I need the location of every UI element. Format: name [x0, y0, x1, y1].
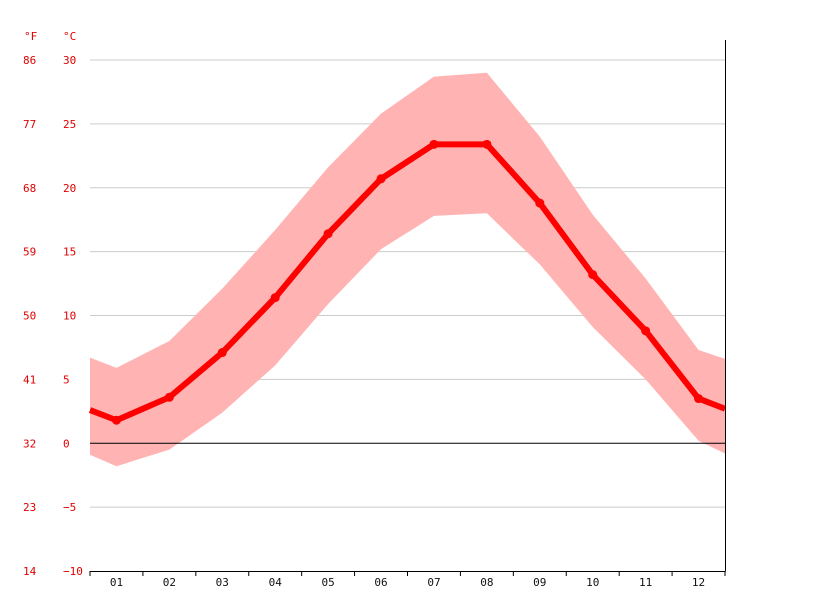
y-tick-label-c: 0	[63, 437, 70, 450]
data-point	[641, 326, 651, 336]
y-tick-label-f: 32	[23, 437, 36, 450]
temperature-range-band	[90, 72, 725, 467]
y-tick-label-c: −5	[63, 501, 76, 514]
x-tick-label: 02	[163, 576, 176, 589]
y-tick-label-c: 15	[63, 246, 76, 259]
data-point	[323, 229, 333, 239]
x-tick-label: 11	[639, 576, 652, 589]
y-tick-label-f: 23	[23, 501, 36, 514]
unit-label-c: °C	[63, 30, 76, 43]
data-points	[111, 139, 704, 425]
y-tick-label-f: 86	[23, 54, 36, 67]
y-tick-label-f: 59	[23, 246, 36, 259]
y-tick-label-c: −10	[63, 565, 83, 578]
data-point	[588, 270, 598, 280]
x-tick-label: 04	[269, 576, 283, 589]
axes	[89, 40, 726, 576]
data-point	[694, 394, 704, 404]
x-axis-labels: 01 02 03 04 05 06 07 08 09 10 11 12	[110, 576, 705, 589]
y-tick-label-f: 68	[23, 182, 36, 195]
y-tick-label-c: 25	[63, 118, 76, 131]
y-tick-label-c: 30	[63, 54, 76, 67]
x-tick-label: 12	[692, 576, 705, 589]
unit-label-f: °F	[24, 30, 37, 43]
y-tick-label-c: 5	[63, 373, 70, 386]
y-axis-labels: °F °C 30 86 25 77 20 68 15 59 10 50 5 41 0 32 −5 23 −10 1…	[23, 30, 83, 578]
data-point	[376, 174, 386, 184]
x-tick-label: 10	[586, 576, 599, 589]
y-tick-label-f: 50	[23, 310, 36, 323]
y-tick-label-f: 14	[23, 565, 37, 578]
x-tick-label: 05	[322, 576, 335, 589]
y-tick-label-f: 77	[23, 118, 36, 131]
x-tick-label: 03	[216, 576, 229, 589]
y-tick-label-c: 20	[63, 182, 76, 195]
x-tick-label: 09	[533, 576, 546, 589]
data-point	[482, 139, 492, 149]
data-point	[164, 392, 174, 402]
data-point	[535, 198, 545, 208]
x-tick-label: 06	[374, 576, 387, 589]
x-tick-label: 08	[480, 576, 493, 589]
x-tick-label: 01	[110, 576, 123, 589]
data-point	[429, 139, 439, 149]
data-point	[270, 293, 280, 303]
average-temperature-line	[88, 141, 727, 424]
y-tick-label-f: 41	[23, 373, 36, 386]
data-point	[217, 348, 227, 358]
x-tick-label: 07	[427, 576, 440, 589]
data-point	[111, 415, 121, 425]
y-tick-label-c: 10	[63, 310, 76, 323]
